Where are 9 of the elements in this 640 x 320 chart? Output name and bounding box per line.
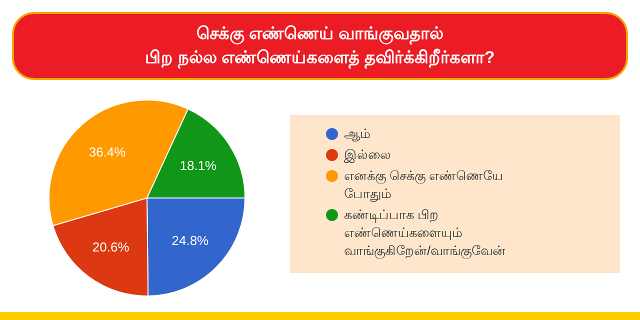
legend-label: ஆம்: [344, 125, 371, 143]
chart-title: செக்கு எண்ணெய் வாங்குவதால் பிற நல்ல எண்ணெய்களைத் தவிர்க்கிறீர்களா?: [145, 23, 495, 70]
legend-label: கண்டிப்பாக பிற எண்ணெய்களையும் வாங்குகிறேன்/வாங்குவேன்: [344, 206, 507, 260]
data-label: 36.4%: [88, 144, 126, 160]
legend-label: இல்லை: [344, 146, 392, 164]
data-label: 20.6%: [92, 239, 130, 254]
data-label: 18.1%: [180, 158, 218, 173]
data-label: 24.8%: [172, 233, 210, 248]
legend-label: எனக்கு செக்கு எண்ணெயே போதும்: [344, 167, 504, 203]
